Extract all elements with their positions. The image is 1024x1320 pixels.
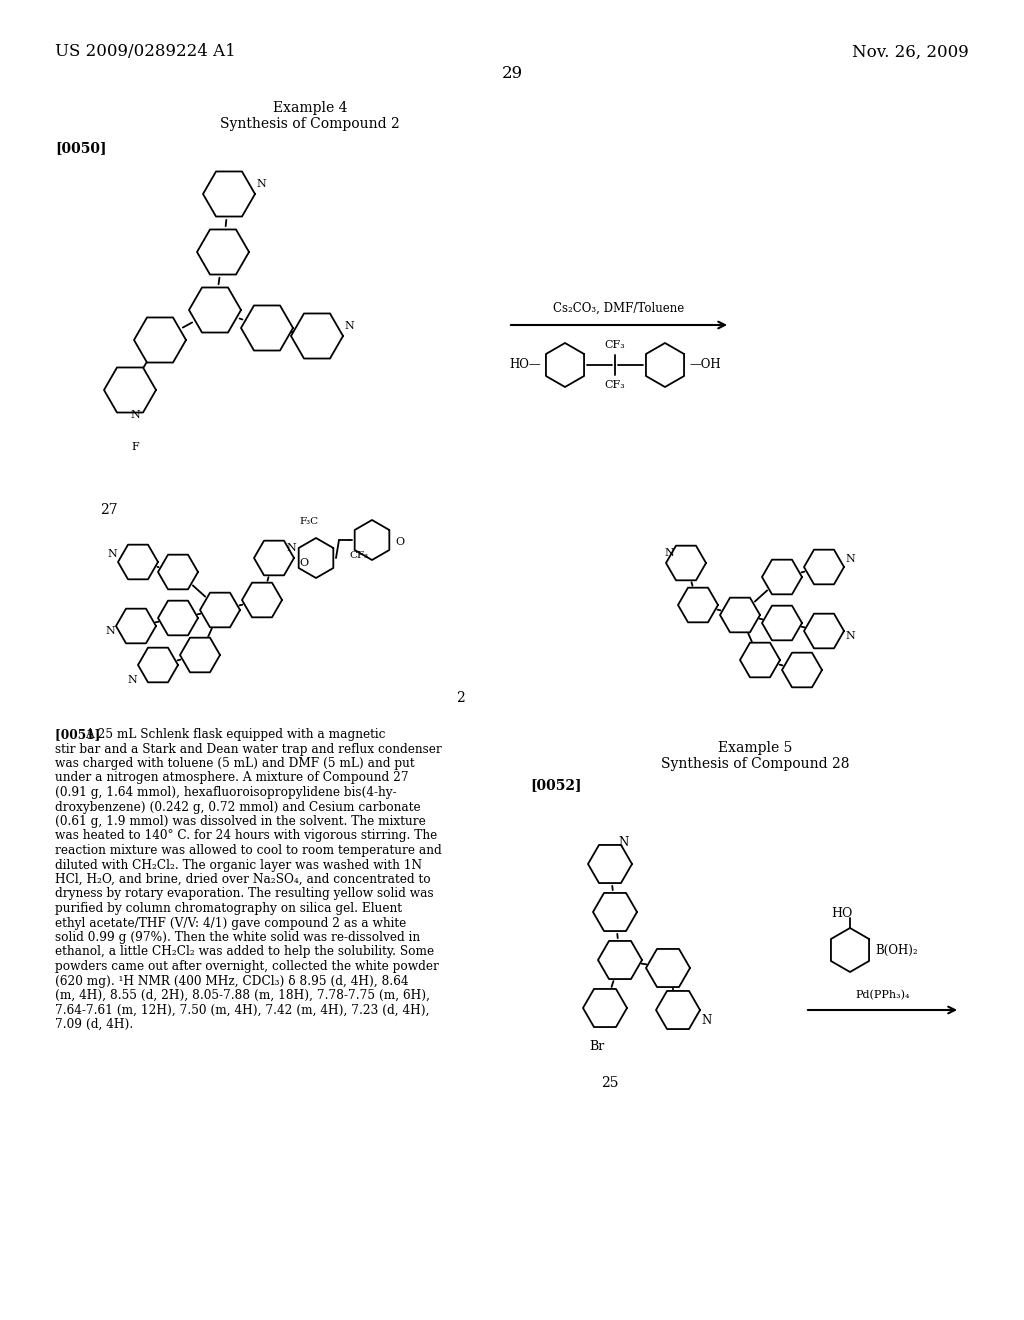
Text: powders came out after overnight, collected the white powder: powders came out after overnight, collec… (55, 960, 439, 973)
Text: (0.91 g, 1.64 mmol), hexafluoroisopropylidene bis(4-hy-: (0.91 g, 1.64 mmol), hexafluoroisopropyl… (55, 785, 396, 799)
Text: CF₃: CF₃ (349, 550, 368, 560)
Text: (0.61 g, 1.9 mmol) was dissolved in the solvent. The mixture: (0.61 g, 1.9 mmol) was dissolved in the … (55, 814, 426, 828)
Text: was heated to 140° C. for 24 hours with vigorous stirring. The: was heated to 140° C. for 24 hours with … (55, 829, 437, 842)
Text: droxybenzene) (0.242 g, 0.72 mmol) and Cesium carbonate: droxybenzene) (0.242 g, 0.72 mmol) and C… (55, 800, 421, 813)
Text: [0051]: [0051] (55, 729, 104, 741)
Text: 7.64-7.61 (m, 12H), 7.50 (m, 4H), 7.42 (m, 4H), 7.23 (d, 4H),: 7.64-7.61 (m, 12H), 7.50 (m, 4H), 7.42 (… (55, 1003, 429, 1016)
Text: reaction mixture was allowed to cool to room temperature and: reaction mixture was allowed to cool to … (55, 843, 441, 857)
Text: stir bar and a Stark and Dean water trap and reflux condenser: stir bar and a Stark and Dean water trap… (55, 742, 441, 755)
Text: N: N (845, 631, 855, 642)
Text: N: N (105, 626, 115, 636)
Text: F₃C: F₃C (300, 517, 319, 527)
Text: N: N (286, 543, 296, 553)
Text: purified by column chromatography on silica gel. Eluent: purified by column chromatography on sil… (55, 902, 402, 915)
Text: Nov. 26, 2009: Nov. 26, 2009 (852, 44, 969, 61)
Text: Synthesis of Compound 28: Synthesis of Compound 28 (660, 756, 849, 771)
Text: 25: 25 (601, 1076, 618, 1090)
Text: diluted with CH₂Cl₂. The organic layer was washed with 1N: diluted with CH₂Cl₂. The organic layer w… (55, 858, 422, 871)
Text: CF₃: CF₃ (604, 341, 626, 350)
Text: solid 0.99 g (97%). Then the white solid was re-dissolved in: solid 0.99 g (97%). Then the white solid… (55, 931, 420, 944)
Text: N: N (108, 549, 117, 558)
Text: CF₃: CF₃ (604, 380, 626, 389)
Text: was charged with toluene (5 mL) and DMF (5 mL) and put: was charged with toluene (5 mL) and DMF … (55, 756, 415, 770)
Text: O: O (395, 537, 404, 546)
Text: N: N (127, 675, 137, 685)
Text: B(OH)₂: B(OH)₂ (874, 944, 918, 957)
Text: ethyl acetate/THF (V/V: 4/1) gave compound 2 as a white: ethyl acetate/THF (V/V: 4/1) gave compou… (55, 916, 407, 929)
Text: [0050]: [0050] (55, 141, 106, 154)
Text: A 25 mL Schlenk flask equipped with a magnetic: A 25 mL Schlenk flask equipped with a ma… (85, 729, 385, 741)
Text: ethanol, a little CH₂Cl₂ was added to help the solubility. Some: ethanol, a little CH₂Cl₂ was added to he… (55, 945, 434, 958)
Text: Cs₂CO₃, DMF/Toluene: Cs₂CO₃, DMF/Toluene (553, 302, 685, 315)
Text: (620 mg). ¹H NMR (400 MHz, CDCl₃) δ 8.95 (d, 4H), 8.64: (620 mg). ¹H NMR (400 MHz, CDCl₃) δ 8.95… (55, 974, 409, 987)
Text: 27: 27 (100, 503, 118, 517)
Text: Synthesis of Compound 2: Synthesis of Compound 2 (220, 117, 400, 131)
Text: dryness by rotary evaporation. The resulting yellow solid was: dryness by rotary evaporation. The resul… (55, 887, 433, 900)
Text: N: N (701, 1014, 712, 1027)
Text: N: N (256, 180, 266, 189)
Text: Example 5: Example 5 (718, 741, 793, 755)
Text: [0052]: [0052] (530, 777, 582, 792)
Text: HO—: HO— (509, 359, 541, 371)
Text: HCl, H₂O, and brine, dried over Na₂SO₄, and concentrated to: HCl, H₂O, and brine, dried over Na₂SO₄, … (55, 873, 431, 886)
Text: (m, 4H), 8.55 (d, 2H), 8.05-7.88 (m, 18H), 7.78-7.75 (m, 6H),: (m, 4H), 8.55 (d, 2H), 8.05-7.88 (m, 18H… (55, 989, 430, 1002)
Text: N: N (618, 836, 629, 849)
Text: N: N (665, 548, 674, 558)
Text: —OH: —OH (689, 359, 721, 371)
Text: 7.09 (d, 4H).: 7.09 (d, 4H). (55, 1018, 133, 1031)
Text: N: N (845, 554, 855, 564)
Text: N: N (130, 411, 140, 420)
Text: Br: Br (590, 1040, 604, 1053)
Text: N: N (344, 321, 353, 331)
Text: Pd(PPh₃)₄: Pd(PPh₃)₄ (855, 990, 909, 1001)
Text: 29: 29 (502, 65, 522, 82)
Text: 2: 2 (456, 690, 464, 705)
Text: US 2009/0289224 A1: US 2009/0289224 A1 (55, 44, 236, 61)
Text: Example 4: Example 4 (272, 102, 347, 115)
Text: under a nitrogen atmosphere. A mixture of Compound 27: under a nitrogen atmosphere. A mixture o… (55, 771, 409, 784)
Text: F: F (131, 442, 139, 451)
Text: O: O (299, 558, 308, 568)
Text: HO: HO (831, 907, 853, 920)
